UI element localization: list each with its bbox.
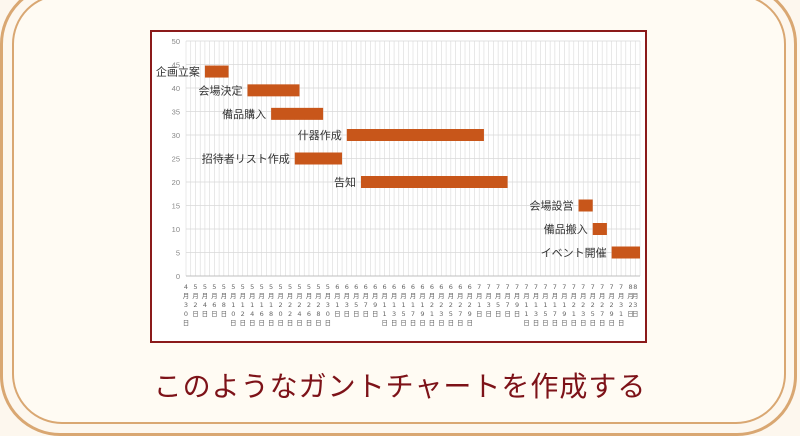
task-bar [592,223,607,235]
task-bar [204,65,229,78]
y-tick-label: 30 [172,131,180,140]
y-tick-label: 20 [172,178,180,187]
y-tick-label: 10 [172,225,180,234]
task-label: 備品搬入 [544,222,588,236]
y-tick-label: 0 [176,272,180,281]
task-bar [294,152,343,165]
task-label: 告知 [334,175,356,189]
page-caption: このようなガントチャートを作成する [153,370,647,403]
task-bar [360,176,508,188]
y-tick-label: 35 [172,108,180,117]
task-label: 備品購入 [222,107,266,121]
task-label: 什器作成 [298,129,342,142]
task-label: イベント開催 [541,246,607,260]
y-tick-label: 25 [172,155,180,164]
task-bar [271,107,324,120]
y-tick-label: 50 [172,37,180,46]
task-label: 招待者リスト作成 [202,152,290,166]
y-tick-label: 40 [172,84,180,93]
y-tick-label: 5 [176,249,180,258]
gantt-chart-container: 0 5 10 15 20 25 30 35 40 45 50 4 月 3 0 日 5 月 2 日 5 月 4 日 5 月 6 日 5 月 8… [150,30,647,343]
task-bar [247,84,300,97]
task-bar [578,199,593,212]
task-bar [611,246,640,259]
y-tick-label: 45 [172,61,180,70]
task-bar [346,129,484,141]
y-tick-label: 15 [172,202,180,211]
task-label: 会場決定 [198,83,242,97]
task-label: 企画立案 [156,65,200,79]
task-label: 会場設営 [530,199,574,213]
gantt-chart: 0 5 10 15 20 25 30 35 40 45 50 4 月 3 0 日5 月 2 日5 月 4 日5 月 6 日5 月 8… [156,37,641,327]
